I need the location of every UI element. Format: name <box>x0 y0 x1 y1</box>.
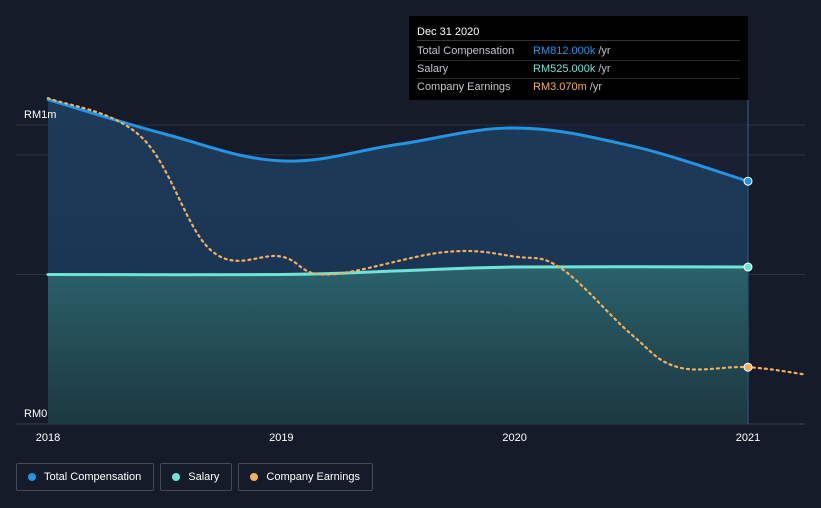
tooltip-row-total-compensation: Total Compensation RM812.000k /yr <box>417 43 740 61</box>
legend-label: Company Earnings <box>266 471 360 483</box>
marker-salary <box>743 262 753 272</box>
tooltip-label: Salary <box>417 63 449 75</box>
tooltip: Dec 31 2020 Total Compensation RM812.000… <box>409 16 748 100</box>
marker-total_compensation <box>743 176 753 186</box>
area-salary <box>48 266 748 424</box>
tooltip-value: RM812.000k <box>533 45 596 57</box>
tooltip-unit: /yr <box>598 45 611 57</box>
tooltip-unit: /yr <box>598 63 611 75</box>
legend-item-salary[interactable]: Salary <box>160 463 233 491</box>
tooltip-value: RM3.070m <box>533 81 587 93</box>
line-company_earnings <box>46 97 808 376</box>
x-tick-label: 2019 <box>269 432 293 444</box>
legend-dot-icon <box>172 473 181 481</box>
x-tick-label: 2018 <box>36 432 60 444</box>
tooltip-label: Total Compensation <box>417 45 515 57</box>
y-tick-label: RM0 <box>24 408 47 420</box>
legend-dot-icon <box>28 473 36 481</box>
line-salary <box>46 265 750 277</box>
axis-ticks: RM1m RM0 2018 2019 2020 2021 <box>24 109 760 444</box>
tooltip-row-salary: Salary RM525.000k /yr <box>417 61 740 79</box>
highlight-markers <box>743 176 753 372</box>
y-tick-label: RM1m <box>24 109 56 121</box>
legend-label: Total Compensation <box>44 471 142 483</box>
tooltip-value: RM525.000k <box>533 63 596 75</box>
series-lines <box>46 97 808 376</box>
legend-item-company-earnings[interactable]: Company Earnings <box>238 463 373 491</box>
x-tick-label: 2021 <box>736 432 760 444</box>
legend: Total Compensation Salary Company Earnin… <box>16 463 373 491</box>
legend-dot-icon <box>250 473 259 481</box>
tooltip-label: Company Earnings <box>417 81 511 93</box>
tooltip-row-company-earnings: Company Earnings RM3.070m /yr <box>417 79 740 96</box>
marker-company_earnings <box>743 362 753 372</box>
legend-label: Salary <box>188 471 220 483</box>
line-total_compensation <box>46 98 750 183</box>
tooltip-date: Dec 31 2020 <box>417 24 740 41</box>
tooltip-unit: /yr <box>589 81 603 93</box>
x-tick-label: 2020 <box>502 432 526 444</box>
legend-item-total-compensation[interactable]: Total Compensation <box>16 463 155 491</box>
